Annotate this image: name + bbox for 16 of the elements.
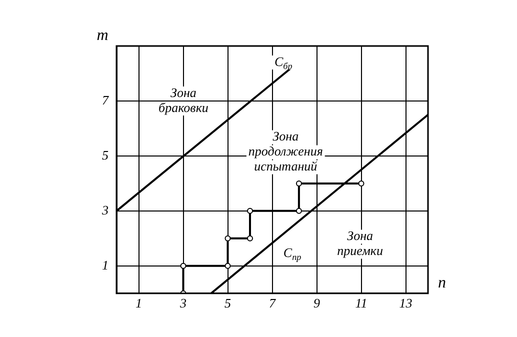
y-axis-title: m: [96, 27, 108, 44]
x-tick-label: 7: [269, 296, 276, 311]
annotation: Зона браковки: [158, 84, 209, 115]
x-tick-label: 1: [136, 296, 142, 311]
x-tick-label: 11: [355, 296, 368, 311]
y-tick-label: 1: [102, 257, 108, 272]
x-axis-title: n: [438, 274, 446, 292]
y-tick-label: 5: [102, 147, 109, 162]
y-tick-label: 3: [101, 202, 109, 218]
x-tick-label: 9: [314, 296, 320, 311]
x-tick-label: 13: [399, 296, 413, 311]
x-tick-label: 3: [179, 296, 187, 311]
y-tick-label: 7: [102, 92, 109, 108]
x-tick-label: 5: [224, 296, 232, 311]
annotation: Зона приемки: [337, 228, 384, 258]
annotation: Зона продолжения испытаний: [248, 128, 323, 174]
